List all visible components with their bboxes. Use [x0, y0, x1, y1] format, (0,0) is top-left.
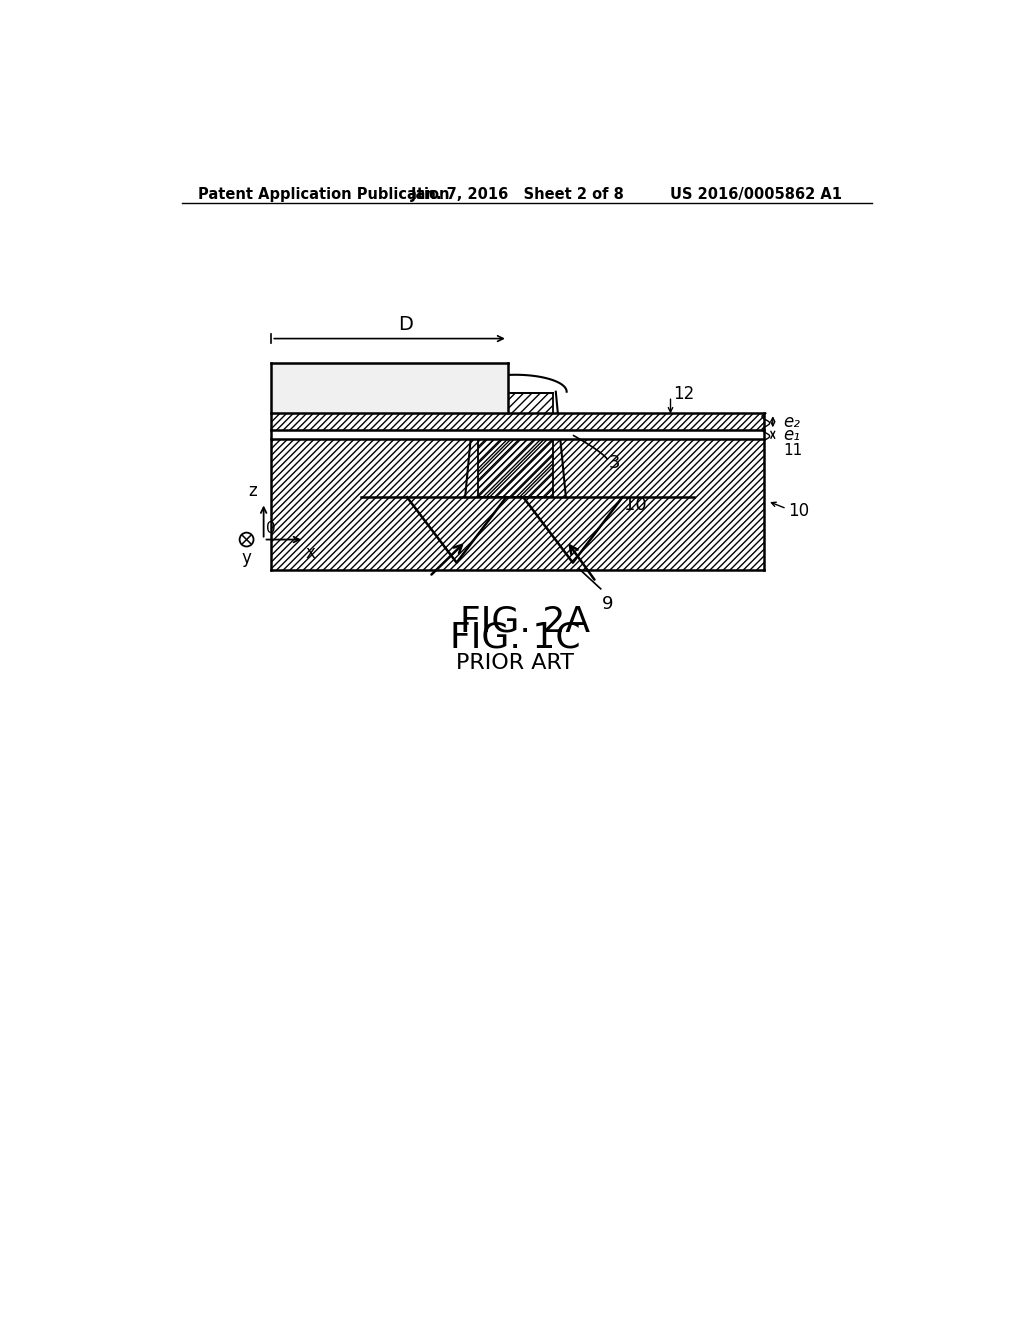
Polygon shape: [271, 430, 764, 440]
Text: 12: 12: [673, 385, 694, 403]
Text: Patent Application Publication: Patent Application Publication: [198, 187, 450, 202]
Text: 0: 0: [266, 521, 275, 536]
Text: 9: 9: [602, 595, 613, 612]
Text: 12a: 12a: [314, 371, 345, 389]
Text: 3: 3: [608, 454, 620, 471]
Text: US 2016/0005862 A1: US 2016/0005862 A1: [671, 187, 843, 202]
Polygon shape: [271, 413, 764, 430]
Text: 11: 11: [783, 444, 803, 458]
Text: D: D: [397, 315, 413, 334]
Text: e₂: e₂: [783, 413, 801, 430]
Text: e₁: e₁: [783, 426, 801, 444]
Text: Jan. 7, 2016   Sheet 2 of 8: Jan. 7, 2016 Sheet 2 of 8: [411, 187, 625, 202]
Polygon shape: [271, 363, 508, 413]
Text: 10: 10: [624, 496, 646, 513]
Text: z: z: [249, 482, 257, 499]
Polygon shape: [478, 393, 553, 498]
Polygon shape: [271, 440, 764, 570]
Text: FIG. 1C: FIG. 1C: [451, 620, 581, 655]
Text: y: y: [242, 549, 252, 566]
Text: x: x: [305, 544, 315, 562]
Text: PRIOR ART: PRIOR ART: [457, 653, 574, 673]
Text: 10: 10: [788, 502, 809, 520]
Text: FIG. 2A: FIG. 2A: [460, 605, 590, 639]
Text: 14: 14: [439, 385, 461, 403]
